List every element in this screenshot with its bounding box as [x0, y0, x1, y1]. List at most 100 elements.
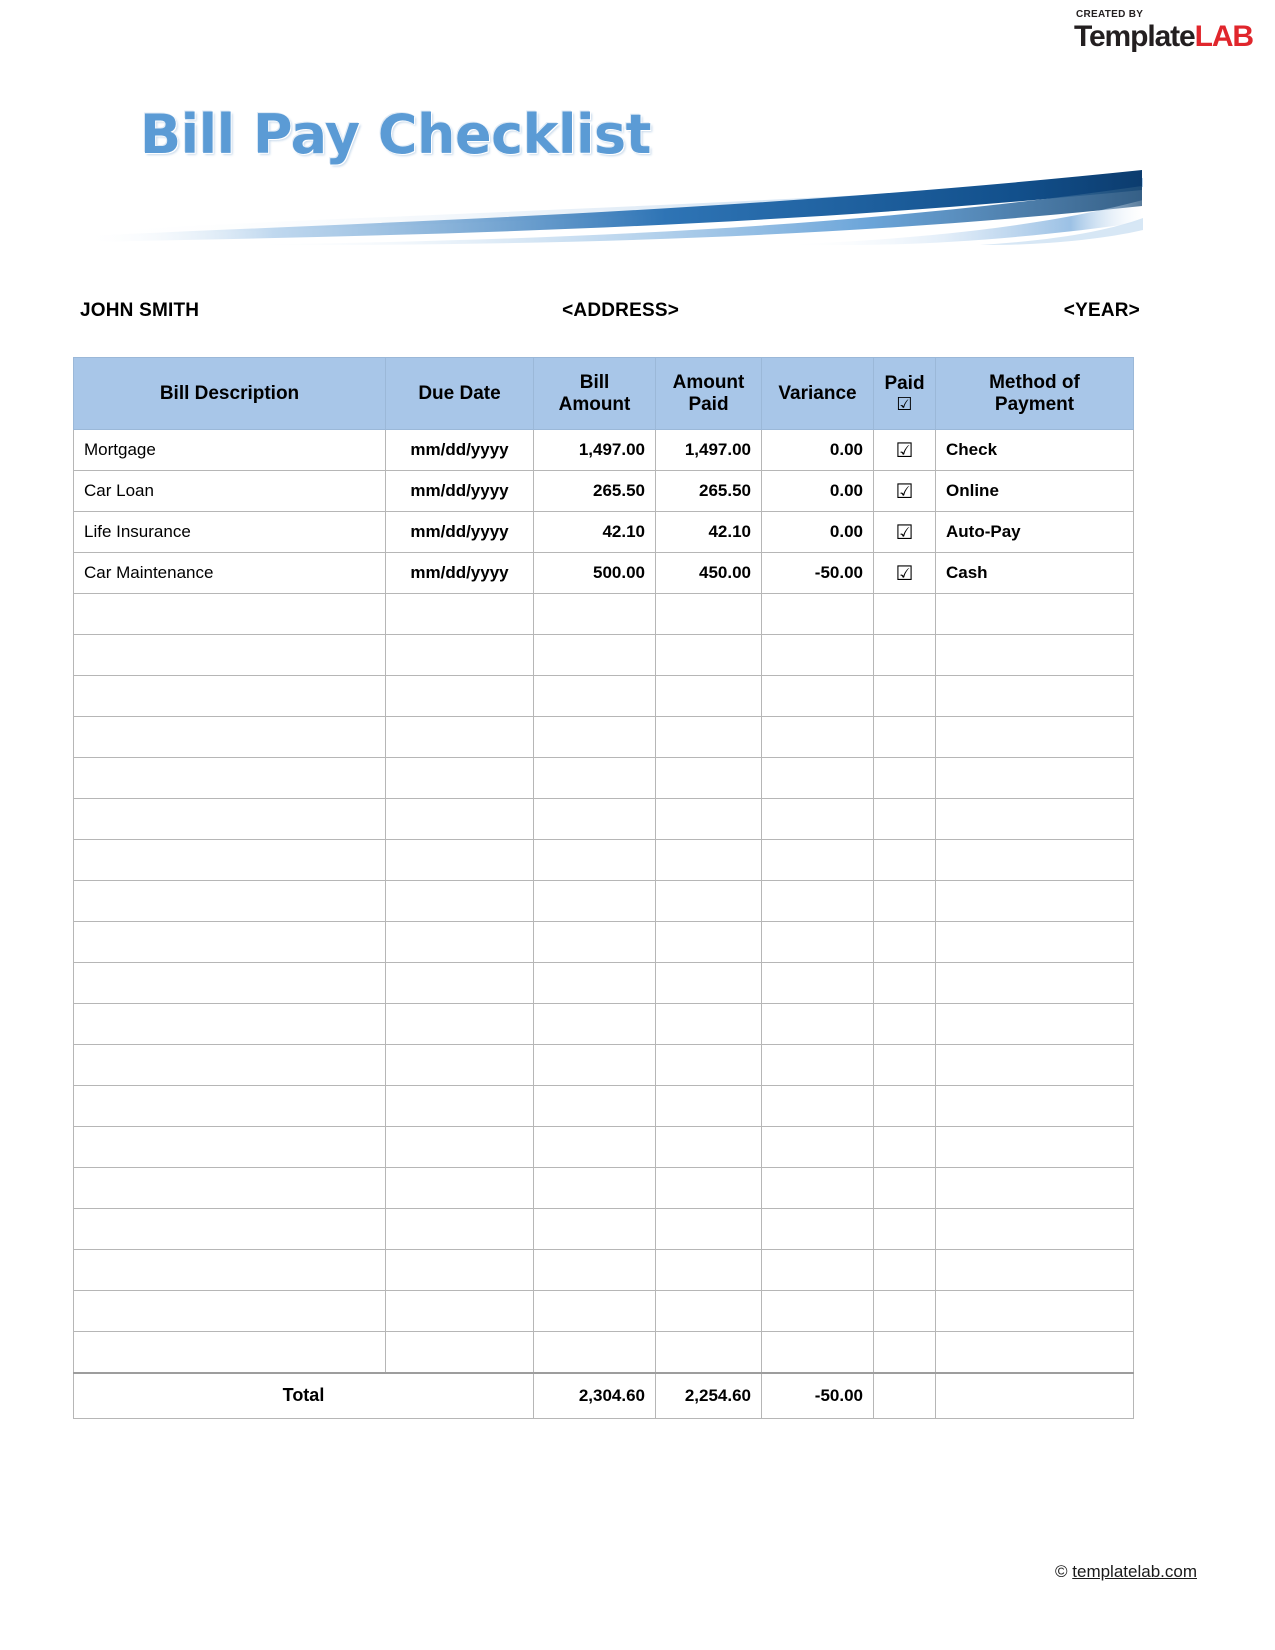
cell-amount-paid[interactable] — [655, 1290, 762, 1332]
cell-due-date[interactable]: mm/dd/yyyy — [385, 552, 534, 594]
cell-variance[interactable] — [761, 757, 874, 799]
cell-bill-description[interactable] — [73, 1167, 386, 1209]
cell-paid-checkbox[interactable] — [873, 921, 936, 963]
cell-method-of-payment[interactable] — [935, 757, 1134, 799]
cell-amount-paid[interactable] — [655, 1249, 762, 1291]
cell-bill-description[interactable] — [73, 593, 386, 635]
cell-due-date[interactable] — [385, 1085, 534, 1127]
cell-method-of-payment[interactable]: Cash — [935, 552, 1134, 594]
cell-bill-amount[interactable] — [533, 921, 656, 963]
cell-paid-checkbox[interactable] — [873, 1085, 936, 1127]
cell-bill-description[interactable] — [73, 716, 386, 758]
cell-paid-checkbox[interactable] — [873, 593, 936, 635]
cell-bill-amount[interactable] — [533, 839, 656, 881]
cell-variance[interactable] — [761, 880, 874, 922]
cell-paid-checkbox[interactable] — [873, 1249, 936, 1291]
cell-paid-checkbox[interactable] — [873, 962, 936, 1004]
cell-paid-checkbox[interactable] — [873, 757, 936, 799]
cell-bill-amount[interactable]: 265.50 — [533, 470, 656, 512]
cell-method-of-payment[interactable]: Check — [935, 429, 1134, 471]
cell-variance[interactable] — [761, 1331, 874, 1373]
cell-method-of-payment[interactable] — [935, 921, 1134, 963]
cell-paid-checkbox[interactable] — [873, 1003, 936, 1045]
cell-amount-paid[interactable] — [655, 1044, 762, 1086]
cell-amount-paid[interactable] — [655, 1167, 762, 1209]
cell-variance[interactable] — [761, 1003, 874, 1045]
cell-bill-amount[interactable]: 500.00 — [533, 552, 656, 594]
cell-amount-paid[interactable] — [655, 798, 762, 840]
cell-amount-paid[interactable] — [655, 1331, 762, 1373]
cell-paid-checkbox[interactable] — [873, 880, 936, 922]
checkbox-checked-icon[interactable]: ☑ — [895, 437, 914, 462]
cell-paid-checkbox[interactable] — [873, 1290, 936, 1332]
cell-paid-checkbox[interactable] — [873, 1167, 936, 1209]
cell-paid-checkbox[interactable] — [873, 1208, 936, 1250]
cell-method-of-payment[interactable]: Online — [935, 470, 1134, 512]
cell-bill-description[interactable]: Life Insurance — [73, 511, 386, 553]
cell-amount-paid[interactable] — [655, 716, 762, 758]
address-field[interactable]: <ADDRESS> — [562, 300, 680, 321]
year-field[interactable]: <YEAR> — [1063, 300, 1140, 321]
cell-variance[interactable] — [761, 1290, 874, 1332]
header-bill-description[interactable]: Bill Description — [73, 357, 386, 430]
cell-amount-paid[interactable] — [655, 921, 762, 963]
cell-due-date[interactable] — [385, 593, 534, 635]
cell-bill-description[interactable] — [73, 675, 386, 717]
header-method-of-payment[interactable]: Method of Payment — [935, 357, 1134, 430]
checkbox-checked-icon[interactable]: ☑ — [895, 560, 914, 585]
checkbox-checked-icon[interactable]: ☑ — [895, 519, 914, 544]
cell-method-of-payment[interactable] — [935, 839, 1134, 881]
cell-bill-amount[interactable] — [533, 1249, 656, 1291]
cell-bill-amount[interactable] — [533, 593, 656, 635]
cell-amount-paid[interactable] — [655, 839, 762, 881]
cell-bill-description[interactable] — [73, 1331, 386, 1373]
cell-variance[interactable] — [761, 1167, 874, 1209]
cell-variance[interactable] — [761, 593, 874, 635]
cell-bill-description[interactable] — [73, 798, 386, 840]
cell-due-date[interactable] — [385, 1290, 534, 1332]
cell-bill-amount[interactable]: 42.10 — [533, 511, 656, 553]
cell-bill-description[interactable] — [73, 880, 386, 922]
cell-method-of-payment[interactable] — [935, 634, 1134, 676]
cell-paid-checkbox[interactable] — [873, 675, 936, 717]
header-amount-paid[interactable]: Amount Paid — [655, 357, 762, 430]
cell-bill-description[interactable] — [73, 839, 386, 881]
cell-bill-description[interactable] — [73, 757, 386, 799]
cell-bill-description[interactable] — [73, 921, 386, 963]
cell-due-date[interactable] — [385, 1249, 534, 1291]
cell-due-date[interactable] — [385, 1331, 534, 1373]
cell-amount-paid[interactable] — [655, 634, 762, 676]
checkbox-checked-icon[interactable]: ☑ — [895, 478, 914, 503]
templatelab-site-link[interactable]: templatelab.com — [1072, 1562, 1197, 1581]
header-paid[interactable]: Paid ☑ — [873, 357, 936, 430]
cell-bill-amount[interactable] — [533, 962, 656, 1004]
cell-variance[interactable] — [761, 1085, 874, 1127]
cell-method-of-payment[interactable]: Auto-Pay — [935, 511, 1134, 553]
cell-method-of-payment[interactable] — [935, 675, 1134, 717]
cell-bill-description[interactable] — [73, 1003, 386, 1045]
cell-variance[interactable] — [761, 1044, 874, 1086]
cell-amount-paid[interactable] — [655, 962, 762, 1004]
cell-paid-checkbox[interactable] — [873, 798, 936, 840]
cell-paid-checkbox[interactable] — [873, 839, 936, 881]
cell-bill-description[interactable] — [73, 1208, 386, 1250]
cell-bill-description[interactable] — [73, 1085, 386, 1127]
cell-due-date[interactable] — [385, 675, 534, 717]
cell-amount-paid[interactable] — [655, 1126, 762, 1168]
cell-variance[interactable] — [761, 921, 874, 963]
cell-bill-description[interactable] — [73, 1290, 386, 1332]
cell-amount-paid[interactable] — [655, 1003, 762, 1045]
cell-variance[interactable] — [761, 962, 874, 1004]
cell-bill-description[interactable] — [73, 1126, 386, 1168]
cell-method-of-payment[interactable] — [935, 1249, 1134, 1291]
cell-due-date[interactable] — [385, 962, 534, 1004]
cell-method-of-payment[interactable] — [935, 962, 1134, 1004]
cell-due-date[interactable]: mm/dd/yyyy — [385, 470, 534, 512]
cell-method-of-payment[interactable] — [935, 1085, 1134, 1127]
cell-method-of-payment[interactable] — [935, 1331, 1134, 1373]
cell-variance[interactable] — [761, 634, 874, 676]
cell-paid-checkbox[interactable]: ☑ — [873, 429, 936, 471]
cell-bill-amount[interactable] — [533, 675, 656, 717]
cell-bill-amount[interactable] — [533, 757, 656, 799]
cell-amount-paid[interactable]: 42.10 — [655, 511, 762, 553]
